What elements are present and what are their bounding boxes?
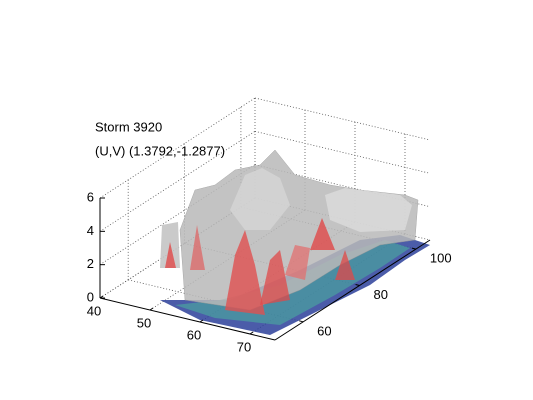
red-peak [335,250,355,280]
y-tick [299,320,304,323]
grid-line [99,97,256,199]
gray-surface [230,168,290,230]
x-tick-label: 50 [137,315,151,330]
x-tick-label: 60 [187,327,201,342]
z-tick-label: 0 [87,289,94,304]
chart-subtitle: (U,V) (1.3792,-1.2877) [95,143,225,158]
red-peak [285,245,310,280]
red-peak [190,225,205,270]
red-peak [165,242,176,268]
red-peak [225,230,265,315]
z-tick-label: 4 [87,223,94,238]
y-tick-label: 80 [374,287,388,302]
isosurface [160,149,430,335]
y-tick-label: 100 [430,251,452,266]
z-tick-label: 2 [87,256,94,271]
y-tick [355,283,360,286]
red-peak [260,250,290,305]
x-tick-label: 40 [87,303,101,318]
gray-surface [325,188,412,232]
grid-line [99,130,256,232]
axes-layer: 0 2 4 6 40 50 60 70 60 80 100 [87,189,452,354]
x-tick [249,331,254,335]
x-tick [149,307,154,311]
y-axis [274,239,431,341]
grid-line [254,97,431,141]
x-tick-label: 70 [237,339,251,354]
x-tick [99,295,104,299]
z-tick-label: 6 [87,189,94,204]
red-peak [310,218,335,250]
y-tick-label: 60 [317,323,331,338]
y-tick [411,247,417,250]
x-axis [99,297,276,341]
x-tick [199,319,204,323]
chart-title: Storm 3920 [95,119,162,134]
